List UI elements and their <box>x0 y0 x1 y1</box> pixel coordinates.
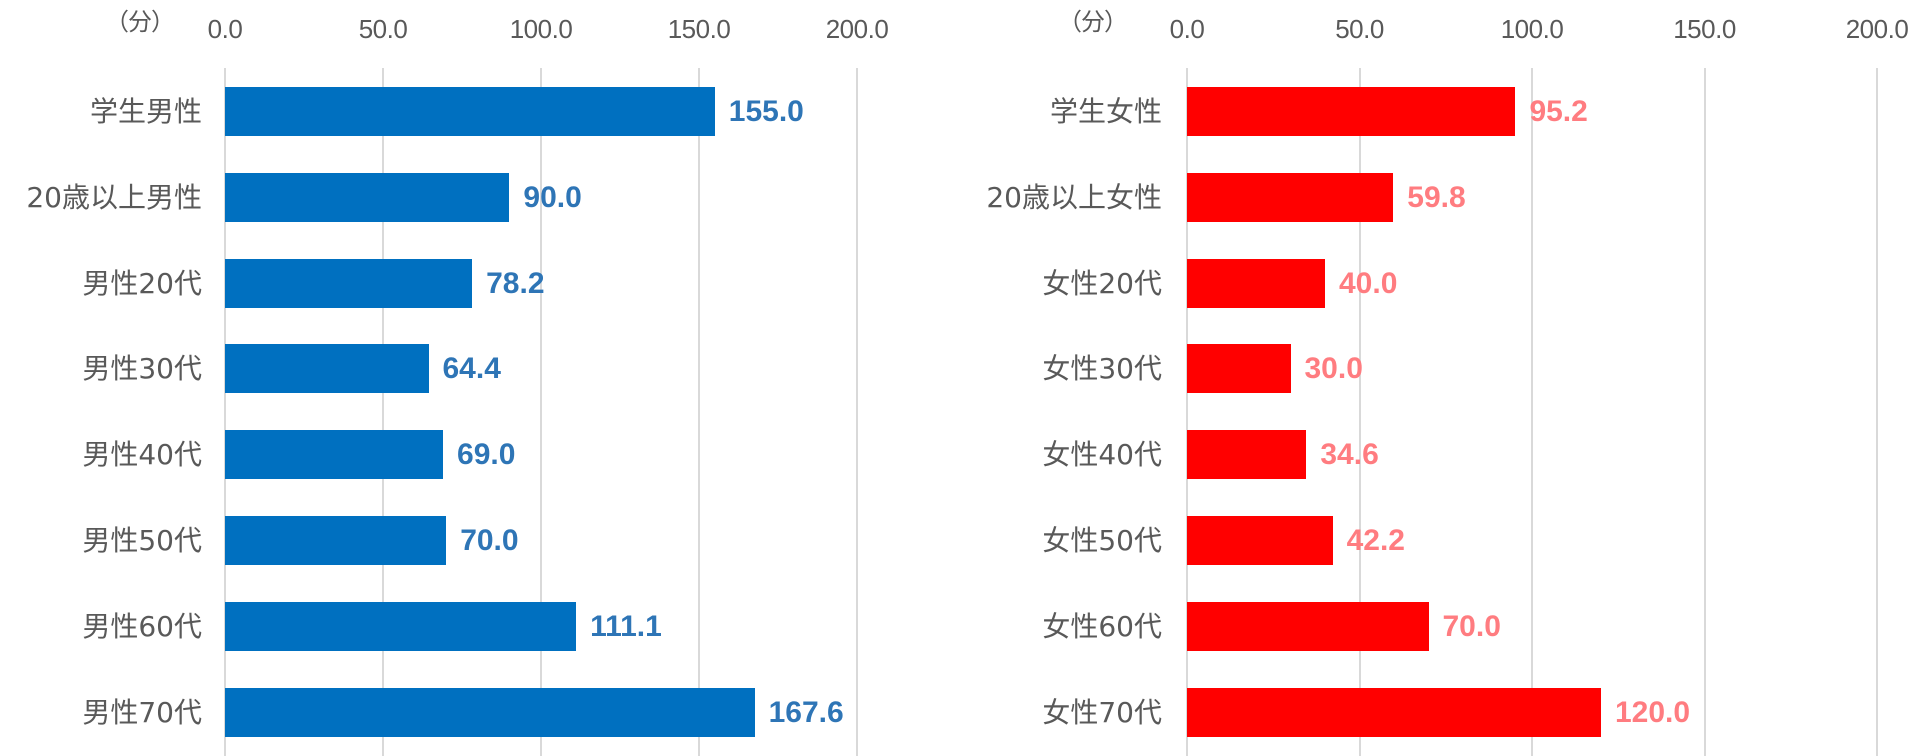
gridline <box>540 68 542 756</box>
bar <box>1187 258 1325 308</box>
gridline <box>1531 68 1533 756</box>
bar <box>1187 172 1394 222</box>
value-label: 167.6 <box>768 695 844 729</box>
category-label: 女性30代 <box>1042 352 1162 386</box>
x-tick-label: 200.0 <box>825 14 889 44</box>
value-label: 111.1 <box>590 609 662 643</box>
category-label: 女性70代 <box>1042 695 1162 729</box>
value-label: 120.0 <box>1615 695 1691 729</box>
bar <box>1187 687 1601 737</box>
x-tick-label: 50.0 <box>358 14 408 44</box>
category-label: 学生男性 <box>89 95 202 128</box>
bar <box>225 87 715 136</box>
bar <box>1187 430 1307 480</box>
bar <box>1187 601 1429 651</box>
category-label: 男性40代 <box>82 438 202 472</box>
gridline <box>224 68 226 756</box>
bar <box>225 344 429 394</box>
x-tick-label: 150.0 <box>1673 14 1736 44</box>
bar <box>1187 344 1291 394</box>
category-label: 女性50代 <box>1042 524 1162 557</box>
value-label: 30.0 <box>1304 352 1363 386</box>
x-tick-label: 50.0 <box>1335 14 1384 44</box>
value-label: 64.4 <box>442 352 501 386</box>
gridline <box>1703 68 1706 756</box>
gridline <box>698 68 700 756</box>
x-tick-label: 100.0 <box>509 14 573 44</box>
value-label: 42.2 <box>1346 524 1405 557</box>
category-label: 20歳以上男性 <box>26 180 202 214</box>
category-label: 男性20代 <box>82 266 202 300</box>
bar <box>225 516 447 565</box>
category-label: 男性50代 <box>82 524 202 557</box>
gridline <box>1358 68 1361 756</box>
gridline <box>1876 68 1878 756</box>
bar <box>225 430 444 480</box>
gridline <box>856 68 858 756</box>
value-label: 95.2 <box>1529 95 1588 128</box>
value-label: 155.0 <box>728 95 804 128</box>
category-label: 女性20代 <box>1042 266 1162 300</box>
gridline <box>1186 68 1188 756</box>
category-label: 20歳以上女性 <box>986 180 1162 214</box>
x-tick-label: 0.0 <box>1169 14 1205 44</box>
value-label: 78.2 <box>486 266 545 300</box>
category-label: 男性60代 <box>82 609 202 643</box>
bar <box>225 687 755 737</box>
unit-label: （分） <box>105 8 175 36</box>
bar <box>1187 87 1516 136</box>
category-label: 男性70代 <box>82 695 202 729</box>
category-label: 男性30代 <box>82 352 202 386</box>
bar <box>1187 516 1333 565</box>
gridline <box>382 68 384 756</box>
value-label: 40.0 <box>1339 266 1398 300</box>
value-label: 70.0 <box>460 524 519 557</box>
value-label: 34.6 <box>1320 438 1379 472</box>
bar <box>225 258 473 308</box>
x-tick-label: 100.0 <box>1500 14 1564 44</box>
bar <box>225 172 510 222</box>
male-chart: （分） 0.0 50.0 100.0 150.0 200.0 学生男性 155.0 20歳以… <box>26 8 889 756</box>
x-tick-label: 200.0 <box>1845 14 1909 44</box>
value-label: 69.0 <box>457 438 516 472</box>
category-label: 女性40代 <box>1042 438 1162 472</box>
unit-label: （分） <box>1058 8 1128 36</box>
bar <box>225 601 577 651</box>
value-label: 59.8 <box>1407 180 1466 214</box>
value-label: 90.0 <box>523 180 582 214</box>
category-label: 女性60代 <box>1042 609 1162 643</box>
x-tick-label: 150.0 <box>667 14 731 44</box>
x-tick-label: 0.0 <box>207 14 243 44</box>
value-label: 70.0 <box>1442 609 1501 643</box>
category-label: 学生女性 <box>1049 95 1162 128</box>
